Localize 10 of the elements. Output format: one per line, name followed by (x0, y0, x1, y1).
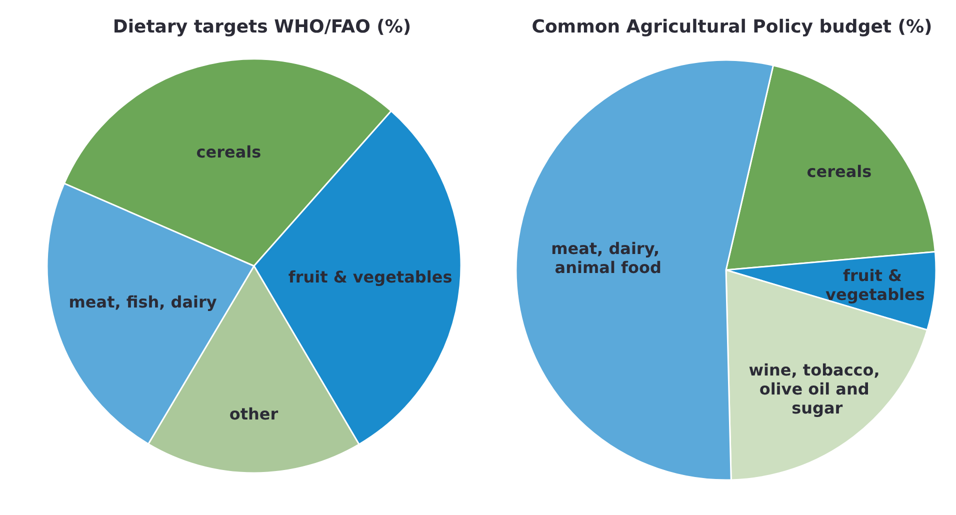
slice-label: other (229, 404, 278, 424)
slice-label: wine, tobacco, olive oil and sugar (748, 360, 886, 418)
slice-label: cereals (196, 142, 262, 162)
slice-label: fruit & vegetables (288, 268, 452, 287)
slice-label: cereals (806, 162, 872, 182)
slice-label: meat, dairy, animal food (551, 239, 666, 278)
slice-label: fruit & vegetables (826, 266, 925, 304)
chart-title: Dietary targets WHO/FAO (%) (112, 16, 412, 38)
slice-label: meat, fish, dairy (68, 292, 218, 312)
chart-title: Common Agricultural Policy budget (%) (532, 16, 932, 38)
